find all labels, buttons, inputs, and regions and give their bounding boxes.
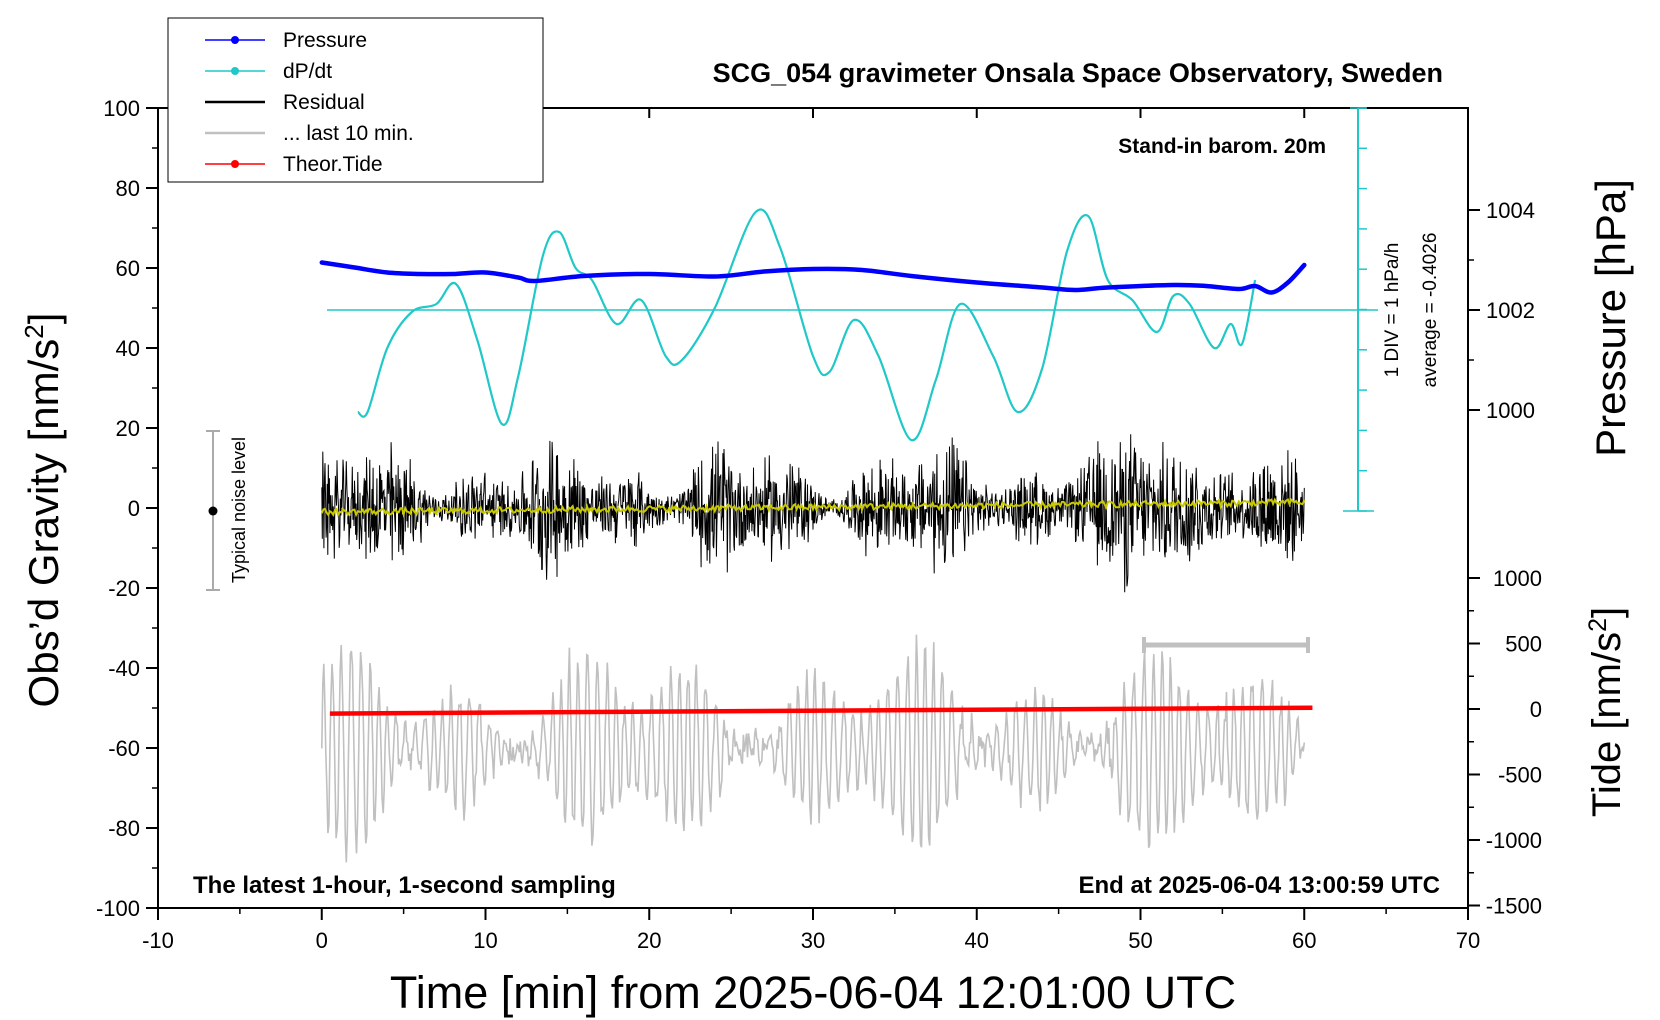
pressure-line — [319, 260, 1307, 295]
x-tick-label: 30 — [801, 928, 825, 953]
x-axis-title: Time [min] from 2025-06-04 12:01:00 UTC — [390, 967, 1236, 1018]
last-10-min-range-bar — [1142, 637, 1310, 653]
tide-line — [329, 705, 1313, 716]
legend-box — [167, 17, 544, 183]
residual-smoothed-series — [320, 497, 1306, 518]
y-tick-label: 0 — [128, 496, 140, 521]
pressure-tick-label: 1002 — [1486, 298, 1535, 323]
tide-tick-label: -500 — [1498, 763, 1542, 788]
last-10-min-series — [321, 634, 1306, 863]
y-axis-title-tide: Tide [nm/s2] — [1584, 607, 1629, 817]
tide-tick-label: -1000 — [1486, 828, 1542, 853]
y-axis-title-main-sup: 2 — [19, 324, 49, 338]
y-axis-pressure: 1004 1002 1000 — [1468, 198, 1535, 423]
y-tick-label: -20 — [108, 576, 140, 601]
y-axis-title-pressure: Pressure [hPa] — [1587, 179, 1634, 457]
tide-series — [329, 705, 1313, 716]
pressure-tick-label: 1000 — [1486, 398, 1535, 423]
y-tick-label: -100 — [96, 896, 140, 921]
x-tick-label: 50 — [1128, 928, 1152, 953]
tide-tick-label: 500 — [1505, 632, 1542, 657]
tide-tick-label: -1500 — [1486, 894, 1542, 919]
y-tick-label: 80 — [116, 176, 140, 201]
pressure-series — [319, 260, 1307, 295]
pressure-tick-label: 1004 — [1486, 198, 1535, 223]
y-axis-left: 100 80 60 40 20 0 -20 -40 -60 -80 -100 — [96, 96, 158, 921]
y-tick-label: 20 — [116, 416, 140, 441]
legend-marker — [231, 160, 239, 168]
y-axis-tide: 1000 500 0 -500 -1000 -1500 — [1468, 566, 1542, 919]
legend-label: Pressure — [283, 29, 367, 52]
legend-label: Theor.Tide — [283, 153, 383, 176]
y-tick-label: -60 — [108, 736, 140, 761]
x-tick-label: -10 — [142, 928, 174, 953]
legend: Pressure dP/dt Residual ... last 10 min. The… — [167, 17, 544, 183]
footer-left-note: The latest 1-hour, 1-second sampling — [193, 872, 616, 899]
x-tick-label: 0 — [316, 928, 328, 953]
legend-label: Residual — [283, 91, 365, 114]
y-tick-label: 60 — [116, 256, 140, 281]
noise-level-dot — [208, 506, 218, 516]
legend-marker — [231, 67, 239, 75]
tide-tick-label: 1000 — [1493, 566, 1542, 591]
dpdt-average-label: average = -0.4026 — [1420, 233, 1441, 388]
legend-label: ... last 10 min. — [283, 122, 414, 145]
x-axis: -10 0 10 20 30 40 50 60 70 — [142, 108, 1480, 953]
legend-marker — [231, 36, 239, 44]
noise-level-label: Typical noise level — [229, 437, 249, 583]
residual-series — [321, 434, 1305, 593]
y-tick-label: -40 — [108, 656, 140, 681]
residual-smoothed-line — [320, 497, 1306, 518]
y-axis-title-tide-sup: 2 — [1584, 618, 1612, 632]
x-tick-label: 70 — [1456, 928, 1480, 953]
dpdt-scale-label: 1 DIV = 1 hPa/h — [1382, 243, 1403, 378]
y-tick-label: 100 — [103, 96, 140, 121]
barometer-note: Stand-in barom. 20m — [1118, 135, 1326, 158]
chart-title: SCG_054 gravimeter Onsala Space Observat… — [713, 58, 1443, 88]
dpdt-scale-bar — [1343, 107, 1374, 512]
legend-label: dP/dt — [283, 60, 332, 83]
residual-line — [321, 434, 1305, 593]
footer-right-note: End at 2025-06-04 13:00:59 UTC — [1079, 872, 1441, 899]
y-axis-title-main: Obs’d Gravity [nm/s2] — [19, 313, 67, 708]
dpdt-series — [357, 208, 1257, 442]
last-10-min-line — [321, 634, 1306, 863]
tide-tick-label: 0 — [1530, 697, 1542, 722]
x-tick-label: 10 — [473, 928, 497, 953]
noise-level-marker — [206, 430, 220, 591]
y-tick-label: 40 — [116, 336, 140, 361]
x-tick-label: 60 — [1292, 928, 1316, 953]
x-tick-label: 20 — [637, 928, 661, 953]
x-tick-label: 40 — [965, 928, 989, 953]
y-tick-label: -80 — [108, 816, 140, 841]
dpdt-line — [357, 208, 1257, 442]
